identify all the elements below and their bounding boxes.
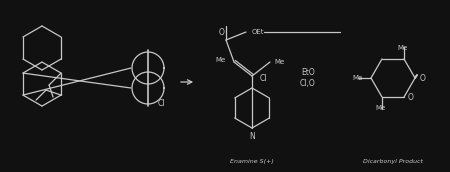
Text: Enamine S(+): Enamine S(+): [230, 159, 274, 164]
Text: Me: Me: [353, 75, 363, 81]
Text: Dicarbonyl Product: Dicarbonyl Product: [363, 159, 423, 164]
Text: Me: Me: [216, 57, 226, 63]
Text: Cl: Cl: [158, 99, 166, 109]
Text: O: O: [219, 28, 225, 36]
Text: Me: Me: [375, 105, 385, 111]
Text: N: N: [249, 132, 255, 141]
Text: OEt: OEt: [252, 29, 265, 35]
Text: Me: Me: [397, 45, 407, 51]
Text: Me: Me: [274, 59, 284, 65]
Text: EtO: EtO: [301, 67, 315, 77]
Text: Cl,O: Cl,O: [300, 78, 316, 88]
Text: O: O: [420, 73, 426, 83]
Text: O: O: [408, 93, 414, 101]
Text: Cl: Cl: [260, 73, 267, 83]
